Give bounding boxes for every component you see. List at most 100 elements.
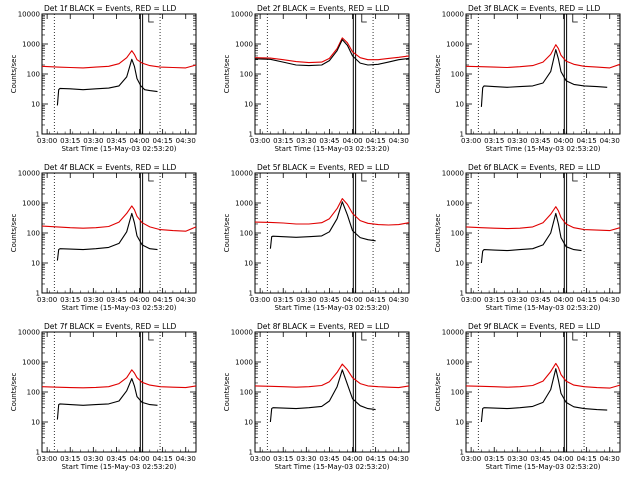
- y-tick-label: 1: [460, 131, 464, 139]
- x-tick-label: 04:15: [577, 455, 597, 463]
- x-tick-label: 03:30: [83, 296, 103, 304]
- plot-frame: [254, 331, 410, 453]
- y-tick-label: 1000: [22, 41, 40, 49]
- y-tick-label: 100: [240, 389, 253, 397]
- x-tick-label: 04:30: [176, 137, 196, 145]
- x-tick-label: 03:15: [484, 455, 504, 463]
- panel-title: Det 3f BLACK = Events, RED = LLD: [468, 4, 601, 13]
- lld-series-line: [254, 198, 410, 226]
- bracket-marker: [148, 332, 154, 341]
- bracket-marker: [361, 173, 367, 182]
- y-tick-label: 10: [31, 419, 40, 427]
- x-axis-label: Start Time (15-May-03 02:53:20): [485, 463, 600, 471]
- x-axis-label: Start Time (15-May-03 02:53:20): [61, 145, 176, 153]
- x-tick-label: 04:30: [176, 455, 196, 463]
- panel-5: Det 5f BLACK = Events, RED = LLD 1 10 100 10…: [223, 163, 410, 312]
- x-tick-label: 04:00: [553, 455, 573, 463]
- bracket-marker: [572, 14, 578, 23]
- x-tick-label: 04:15: [577, 296, 597, 304]
- y-axis-label: Counts/sec: [434, 55, 442, 94]
- panel-6: Det 6f BLACK = Events, RED = LLD 1 10 100 10…: [434, 163, 621, 312]
- y-tick-label: 10000: [231, 329, 253, 337]
- x-tick-label: 04:30: [600, 296, 620, 304]
- x-tick-label: 03:30: [296, 296, 316, 304]
- lld-series-line: [465, 44, 621, 69]
- x-tick-label: 04:30: [600, 137, 620, 145]
- panel-title: Det 5f BLACK = Events, RED = LLD: [257, 163, 390, 172]
- panel-title: Det 9f BLACK = Events, RED = LLD: [468, 322, 601, 331]
- x-tick-label: 04:00: [129, 455, 149, 463]
- lld-series-line: [41, 369, 197, 389]
- panel-title: Det 2f BLACK = Events, RED = LLD: [257, 4, 390, 13]
- x-tick-label: 04:15: [153, 455, 173, 463]
- x-tick-label: 03:30: [296, 137, 316, 145]
- y-tick-label: 1: [249, 449, 253, 457]
- y-tick-label: 100: [27, 389, 40, 397]
- y-tick-label: 100: [27, 71, 40, 79]
- y-tick-label: 1000: [235, 359, 253, 367]
- events-series-line: [269, 369, 376, 423]
- plot-frame: [41, 172, 197, 294]
- y-tick-label: 1: [249, 290, 253, 298]
- panel-title: Det 4f BLACK = Events, RED = LLD: [44, 163, 177, 172]
- x-tick-label: 04:00: [342, 455, 362, 463]
- y-tick-label: 10000: [231, 11, 253, 19]
- panel-title: Det 6f BLACK = Events, RED = LLD: [468, 163, 601, 172]
- x-tick-label: 03:15: [484, 296, 504, 304]
- panel-4: Det 4f BLACK = Events, RED = LLD 1 10 100 10…: [10, 163, 197, 312]
- x-tick-label: 04:30: [600, 455, 620, 463]
- y-tick-label: 10: [455, 101, 464, 109]
- x-tick-label: 04:15: [366, 455, 386, 463]
- x-tick-label: 03:45: [319, 137, 339, 145]
- y-tick-label: 100: [27, 230, 40, 238]
- y-tick-label: 10: [455, 419, 464, 427]
- panel-8: Det 8f BLACK = Events, RED = LLD 1 10 100 10…: [223, 322, 410, 471]
- events-series-line: [254, 39, 410, 67]
- bracket-marker: [148, 14, 154, 23]
- x-axis-label: Start Time (15-May-03 02:53:20): [61, 463, 176, 471]
- y-axis-label: Counts/sec: [223, 373, 231, 412]
- lld-series-line: [41, 50, 197, 69]
- lld-series-line: [41, 205, 197, 232]
- x-tick-label: 04:15: [577, 137, 597, 145]
- x-tick-label: 03:45: [530, 137, 550, 145]
- x-tick-label: 03:30: [507, 455, 527, 463]
- x-tick-label: 03:45: [106, 455, 126, 463]
- x-tick-label: 03:30: [296, 455, 316, 463]
- plot-frame: [41, 13, 197, 135]
- y-tick-label: 10: [244, 101, 253, 109]
- y-tick-label: 10: [31, 260, 40, 268]
- x-tick-label: 03:15: [273, 137, 293, 145]
- panel-3: Det 3f BLACK = Events, RED = LLD 1 10 100 10…: [434, 4, 621, 153]
- x-tick-label: 04:15: [366, 296, 386, 304]
- x-axis-label: Start Time (15-May-03 02:53:20): [274, 145, 389, 153]
- y-tick-label: 1000: [22, 200, 40, 208]
- y-tick-label: 100: [240, 71, 253, 79]
- x-tick-label: 03:15: [484, 137, 504, 145]
- y-tick-label: 1: [36, 449, 40, 457]
- y-axis-label: Counts/sec: [10, 373, 18, 412]
- x-tick-label: 04:15: [366, 137, 386, 145]
- y-tick-label: 10000: [442, 329, 464, 337]
- plot-frame: [41, 331, 197, 453]
- y-tick-label: 10: [244, 419, 253, 427]
- x-axis-label: Start Time (15-May-03 02:53:20): [485, 145, 600, 153]
- x-tick-label: 03:45: [319, 455, 339, 463]
- y-axis-label: Counts/sec: [434, 373, 442, 412]
- x-tick-label: 04:15: [153, 296, 173, 304]
- events-series-line: [480, 49, 608, 107]
- y-tick-label: 10000: [442, 11, 464, 19]
- x-tick-label: 04:30: [389, 296, 409, 304]
- x-tick-label: 03:30: [507, 296, 527, 304]
- y-tick-label: 1: [460, 290, 464, 298]
- events-series-line: [56, 212, 158, 261]
- bracket-marker: [572, 332, 578, 341]
- y-tick-label: 10000: [18, 170, 40, 178]
- x-tick-label: 03:15: [273, 455, 293, 463]
- panel-7: Det 7f BLACK = Events, RED = LLD 1 10 100 10…: [10, 322, 197, 471]
- x-tick-label: 03:45: [530, 455, 550, 463]
- y-tick-label: 1000: [446, 359, 464, 367]
- y-tick-label: 10: [244, 260, 253, 268]
- x-tick-label: 03:00: [461, 455, 481, 463]
